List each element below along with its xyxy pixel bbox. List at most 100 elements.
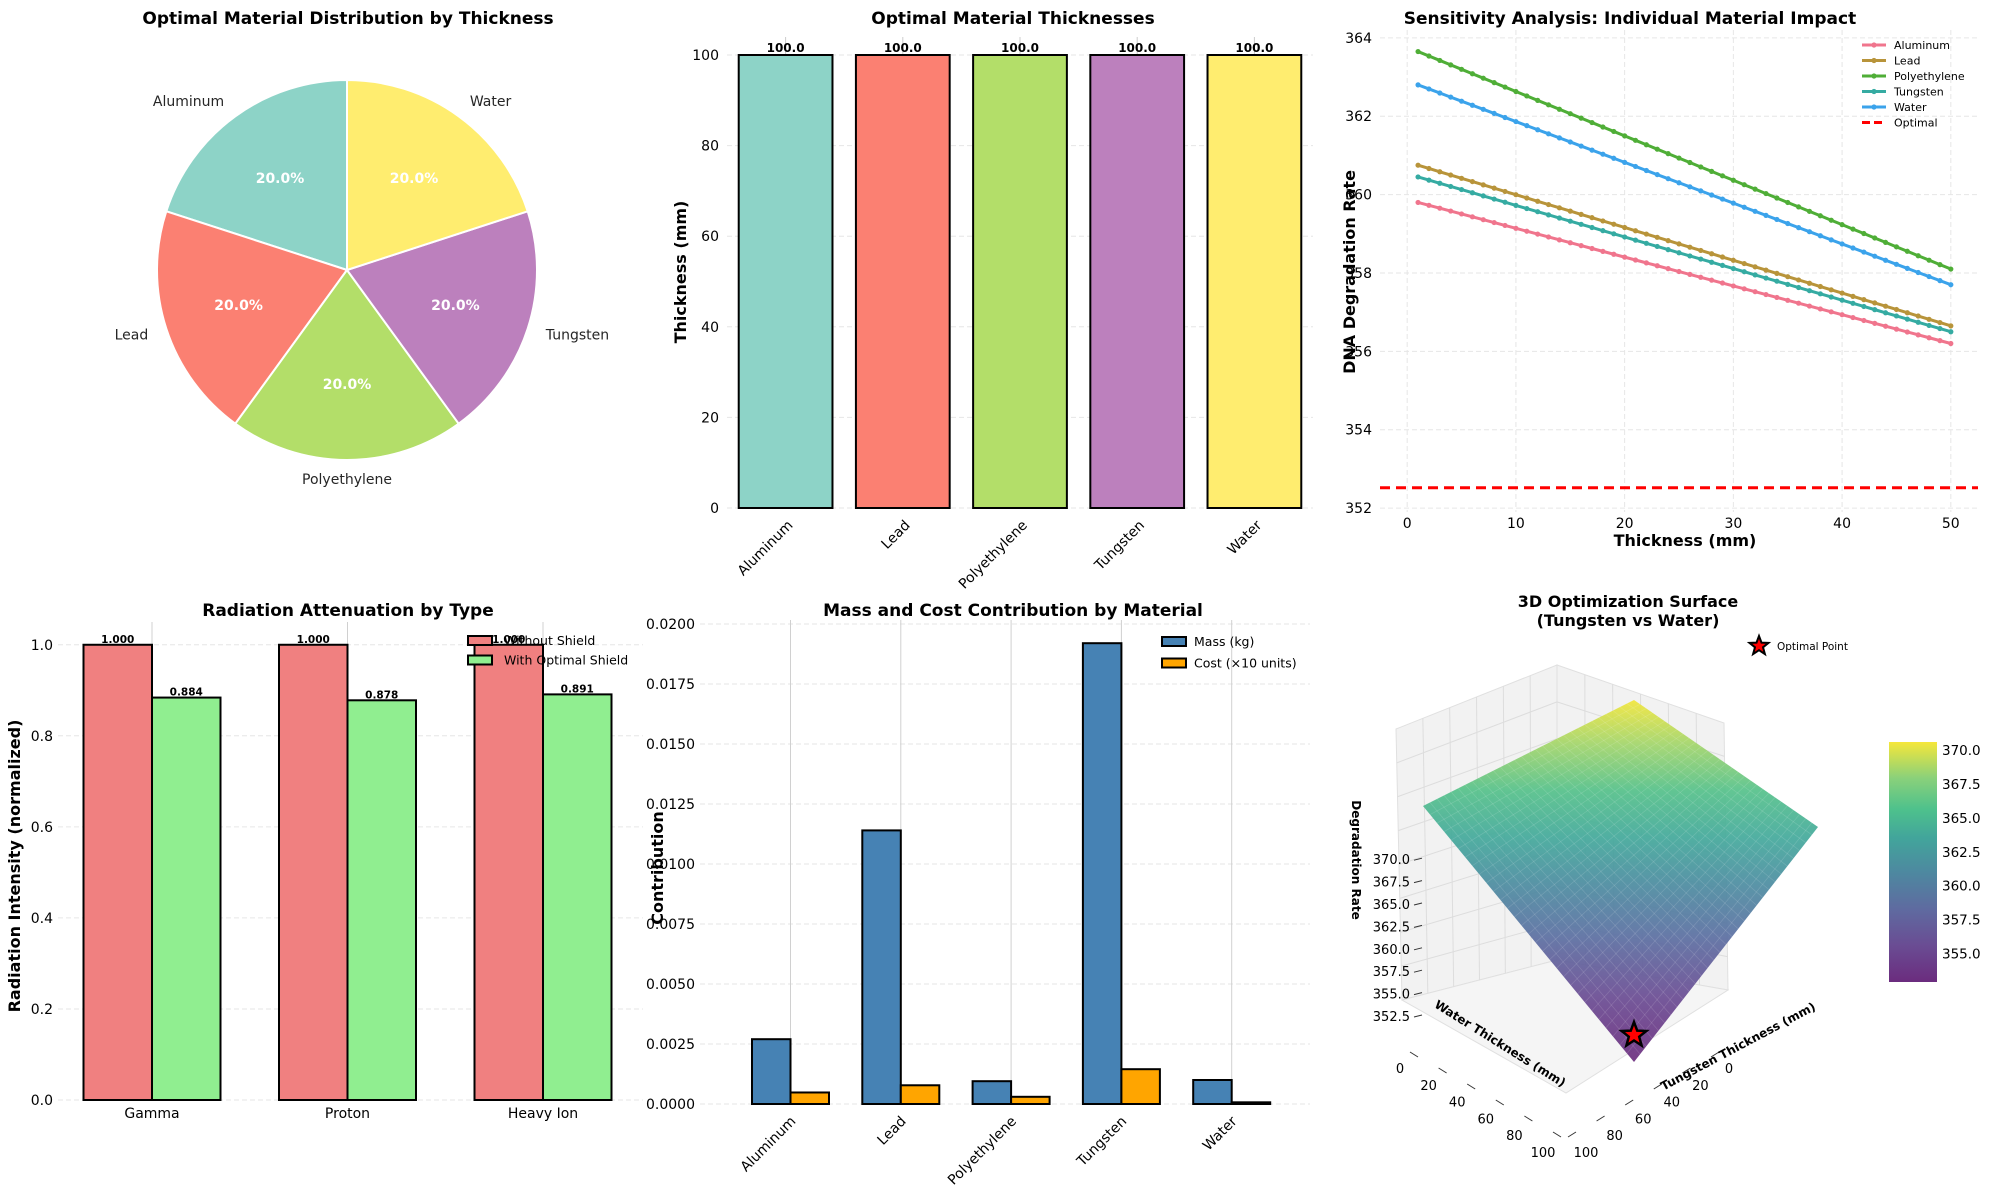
data-point — [1817, 283, 1823, 290]
legend-marker — [1871, 104, 1877, 110]
legend-swatch — [1161, 636, 1187, 647]
water-tick-label: 80 — [1506, 1129, 1523, 1144]
legend-label: Mass (kg) — [1194, 634, 1254, 649]
mesh-line — [1457, 788, 1665, 1024]
data-point — [1872, 300, 1878, 306]
water-tick-label: 20 — [1420, 1079, 1437, 1094]
data-point — [1861, 303, 1867, 310]
colorbar-tick-label: 357.5 — [1942, 913, 1981, 929]
mesh-line — [1584, 797, 1776, 1003]
data-point — [1904, 316, 1910, 322]
data-point — [1730, 257, 1736, 263]
mesh-line — [1542, 745, 1739, 930]
data-point — [1882, 310, 1889, 316]
mesh-line — [1493, 742, 1696, 892]
data-point — [1741, 269, 1747, 275]
z-tick — [1413, 947, 1423, 951]
mesh-line — [1619, 818, 1807, 1046]
data-point — [1806, 229, 1813, 235]
data-point — [1893, 326, 1900, 332]
data-point — [1545, 234, 1552, 240]
tungsten-tick-label: 0 — [1725, 1062, 1733, 1077]
data-point — [1491, 110, 1497, 117]
tungsten-tick-label: 60 — [1635, 1112, 1652, 1127]
data-point — [1850, 245, 1856, 251]
data-point — [1948, 329, 1954, 335]
data-point — [1948, 282, 1954, 288]
mesh-line — [1486, 773, 1690, 992]
data-point — [1719, 254, 1726, 260]
data-point — [1698, 256, 1704, 262]
data-point — [1426, 165, 1432, 172]
data-point — [1524, 228, 1530, 234]
y-tick-label: 0 — [710, 501, 719, 517]
data-point — [1578, 115, 1584, 121]
data-point — [1622, 159, 1628, 165]
legend-marker — [1871, 73, 1877, 79]
x-tick-label: Proton — [325, 1106, 370, 1122]
data-point — [1719, 196, 1726, 202]
mesh-line — [1514, 754, 1714, 918]
mesh-line — [1563, 784, 1757, 977]
data-point — [1622, 133, 1628, 139]
attenuation-chart-panel: Radiation Attenuation by Type Radiation … — [5, 601, 643, 1122]
pie-title: Optimal Material Distribution by Thickne… — [142, 9, 553, 29]
colorbar-tick-label: 360.0 — [1942, 879, 1981, 895]
data-point — [1687, 244, 1693, 250]
data-point — [1937, 338, 1943, 344]
data-point — [1632, 237, 1639, 243]
surface-title-line1: 3D Optimization Surface — [1518, 592, 1739, 611]
bar-value-label: 100.0 — [1001, 41, 1039, 55]
data-point — [1643, 240, 1649, 246]
bar-value-label: 100.0 — [1235, 41, 1273, 55]
data-point — [1882, 303, 1889, 309]
water-tick — [1495, 1099, 1505, 1106]
data-point — [1437, 205, 1443, 211]
mesh-line — [1507, 750, 1708, 909]
data-point — [1589, 215, 1595, 221]
y-tick-label: 0.0100 — [646, 857, 695, 873]
data-point — [1600, 151, 1606, 157]
data-point — [1545, 131, 1552, 137]
y-tick-label: 0.0125 — [646, 797, 695, 813]
data-point — [1719, 262, 1726, 269]
data-point — [1687, 184, 1693, 190]
legend-swatch — [467, 654, 493, 666]
data-point — [1850, 314, 1856, 321]
data-point — [1578, 243, 1584, 249]
data-point — [1611, 221, 1617, 227]
y-tick-label: 0.0000 — [646, 1097, 695, 1113]
z-tick — [1413, 992, 1423, 996]
data-point — [1719, 280, 1726, 286]
pie-slice-polyethylene — [233, 268, 461, 461]
bar-value-label: 1.000 — [101, 634, 134, 646]
legend-label: Tungsten — [1893, 86, 1944, 99]
y-tick-label: 100 — [692, 48, 719, 64]
tungsten-tick-label: 80 — [1606, 1129, 1623, 1144]
data-point — [1741, 182, 1747, 188]
mesh-line — [1549, 775, 1745, 960]
y-tick-label: 0.0175 — [646, 677, 695, 693]
data-point — [1426, 202, 1432, 208]
data-point — [1893, 306, 1900, 313]
data-point — [1861, 317, 1867, 324]
data-point — [1752, 272, 1758, 278]
data-point — [1730, 265, 1736, 272]
data-point — [1904, 329, 1910, 335]
y-tick-label: 356 — [1345, 344, 1372, 360]
pie-label: Polyethylene — [302, 472, 392, 488]
data-point — [1415, 174, 1421, 180]
pie-label: Tungsten — [545, 328, 609, 344]
data-point — [1491, 185, 1497, 191]
data-point — [1611, 155, 1617, 161]
z-tick — [1413, 1014, 1423, 1018]
data-point — [1480, 106, 1486, 112]
pie-pct-label: 20.0% — [323, 377, 372, 393]
data-point — [1785, 297, 1791, 303]
y-tick-label: 0.0200 — [646, 617, 695, 633]
water-tick — [1552, 1131, 1562, 1138]
data-point — [1578, 221, 1584, 227]
data-point — [1774, 216, 1780, 223]
data-point — [1556, 205, 1562, 211]
pie-pct-label: 20.0% — [256, 171, 305, 187]
